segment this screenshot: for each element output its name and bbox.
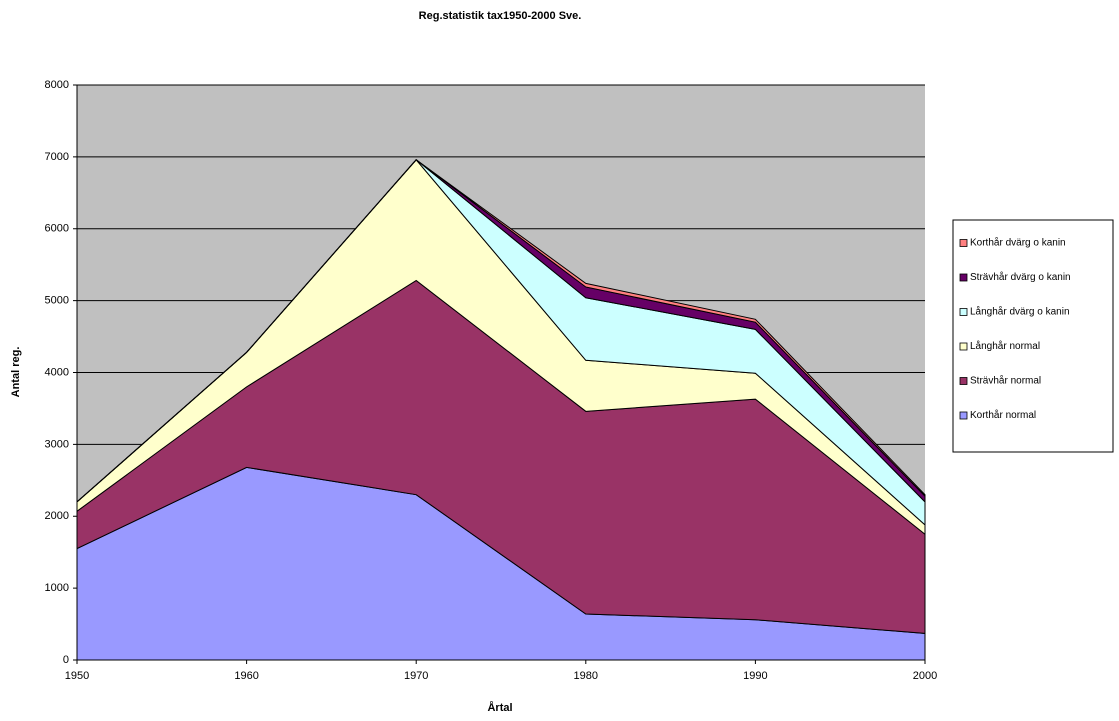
legend-swatch [959, 273, 968, 282]
chart-title: Reg.statistik tax1950-2000 Sve. [419, 10, 582, 22]
y-tick-label: 3000 [45, 438, 69, 450]
legend-swatch [959, 411, 968, 420]
y-tick-label: 0 [63, 654, 69, 666]
legend-swatch [959, 308, 968, 316]
area [76, 159, 926, 503]
legend-swatch [959, 239, 968, 247]
y-tick-label: 2000 [45, 510, 69, 522]
legend [952, 219, 1114, 453]
x-tick-label: 1990 [743, 670, 767, 682]
legend-label: Långhår normal [970, 340, 1040, 352]
y-tick-label: 4000 [45, 366, 69, 378]
x-tick-label: 1970 [404, 670, 428, 682]
x-tick-label: 1980 [574, 670, 598, 682]
x-tick-label: 2000 [913, 670, 937, 682]
legend-swatch [959, 377, 968, 385]
y-tick-label: 7000 [45, 151, 69, 163]
y-axis-label: Antal reg. [10, 347, 22, 398]
y-tick-label: 6000 [45, 223, 69, 235]
legend-label: Strävhår normal [970, 375, 1041, 387]
legend-label: Korthår dvärg o kanin [970, 237, 1066, 249]
x-tick-label: 1950 [65, 670, 89, 682]
legend-label: Strävhår dvärg o kanin [970, 271, 1071, 283]
y-tick-label: 5000 [45, 295, 69, 307]
x-tick-label: 1960 [234, 670, 258, 682]
x-axis-label: Årtal [487, 701, 512, 714]
legend-label: Korthår normal [970, 409, 1036, 421]
legend-swatch [959, 342, 968, 351]
y-tick-label: 1000 [45, 582, 69, 594]
y-tick-label: 8000 [45, 79, 69, 91]
legend-label: Långhår dvärg o kanin [970, 306, 1070, 318]
